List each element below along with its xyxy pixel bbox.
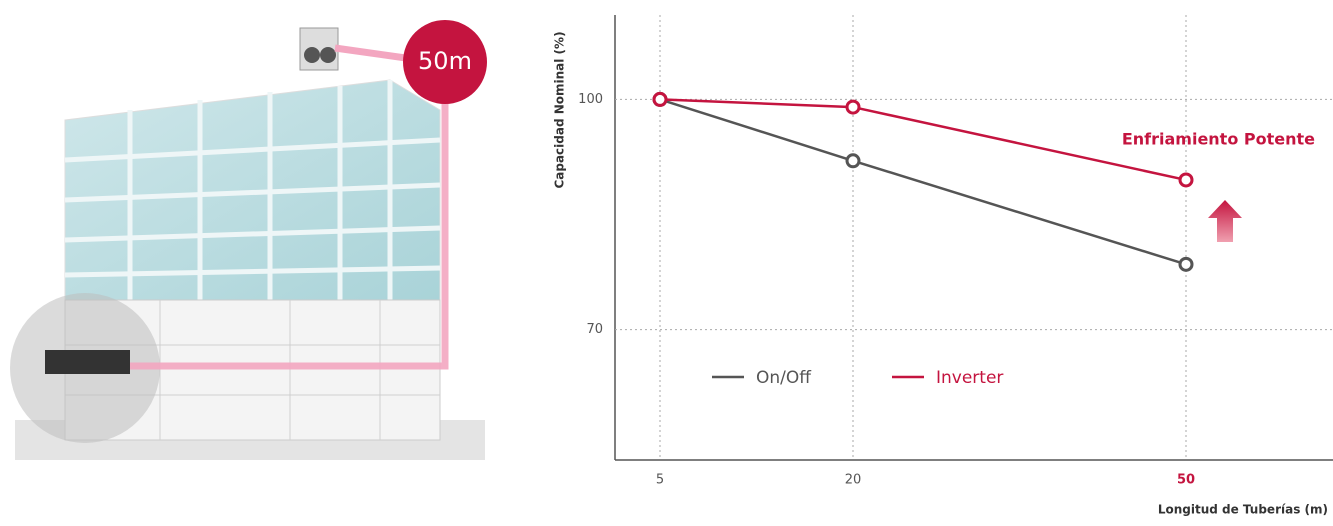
building-illustration: 50m	[10, 20, 487, 460]
point	[1178, 172, 1194, 188]
y-tick-label: 70	[586, 322, 603, 337]
x-axis-title: Longitud de Tuberías (m)	[1158, 503, 1328, 517]
point	[845, 153, 861, 169]
x-tick-label: 5	[656, 473, 664, 488]
y-axis-title: Capacidad Nominal (%)	[553, 31, 567, 188]
point	[845, 99, 861, 115]
badge	[403, 20, 487, 104]
series-line	[659, 98, 1187, 182]
point	[1178, 256, 1194, 272]
y-tick-label: 100	[578, 92, 603, 107]
up-arrow	[1208, 200, 1242, 242]
series-line	[659, 98, 1187, 266]
legend-label: On/Off	[756, 368, 812, 388]
annotation: Enfriamiento Potente	[1122, 130, 1315, 149]
x-tick-label: 20	[845, 473, 862, 488]
badge-text: 50m	[418, 47, 472, 75]
point	[652, 91, 668, 107]
legend-label: Inverter	[936, 368, 1003, 388]
x-tick-label: 50	[1177, 473, 1195, 488]
